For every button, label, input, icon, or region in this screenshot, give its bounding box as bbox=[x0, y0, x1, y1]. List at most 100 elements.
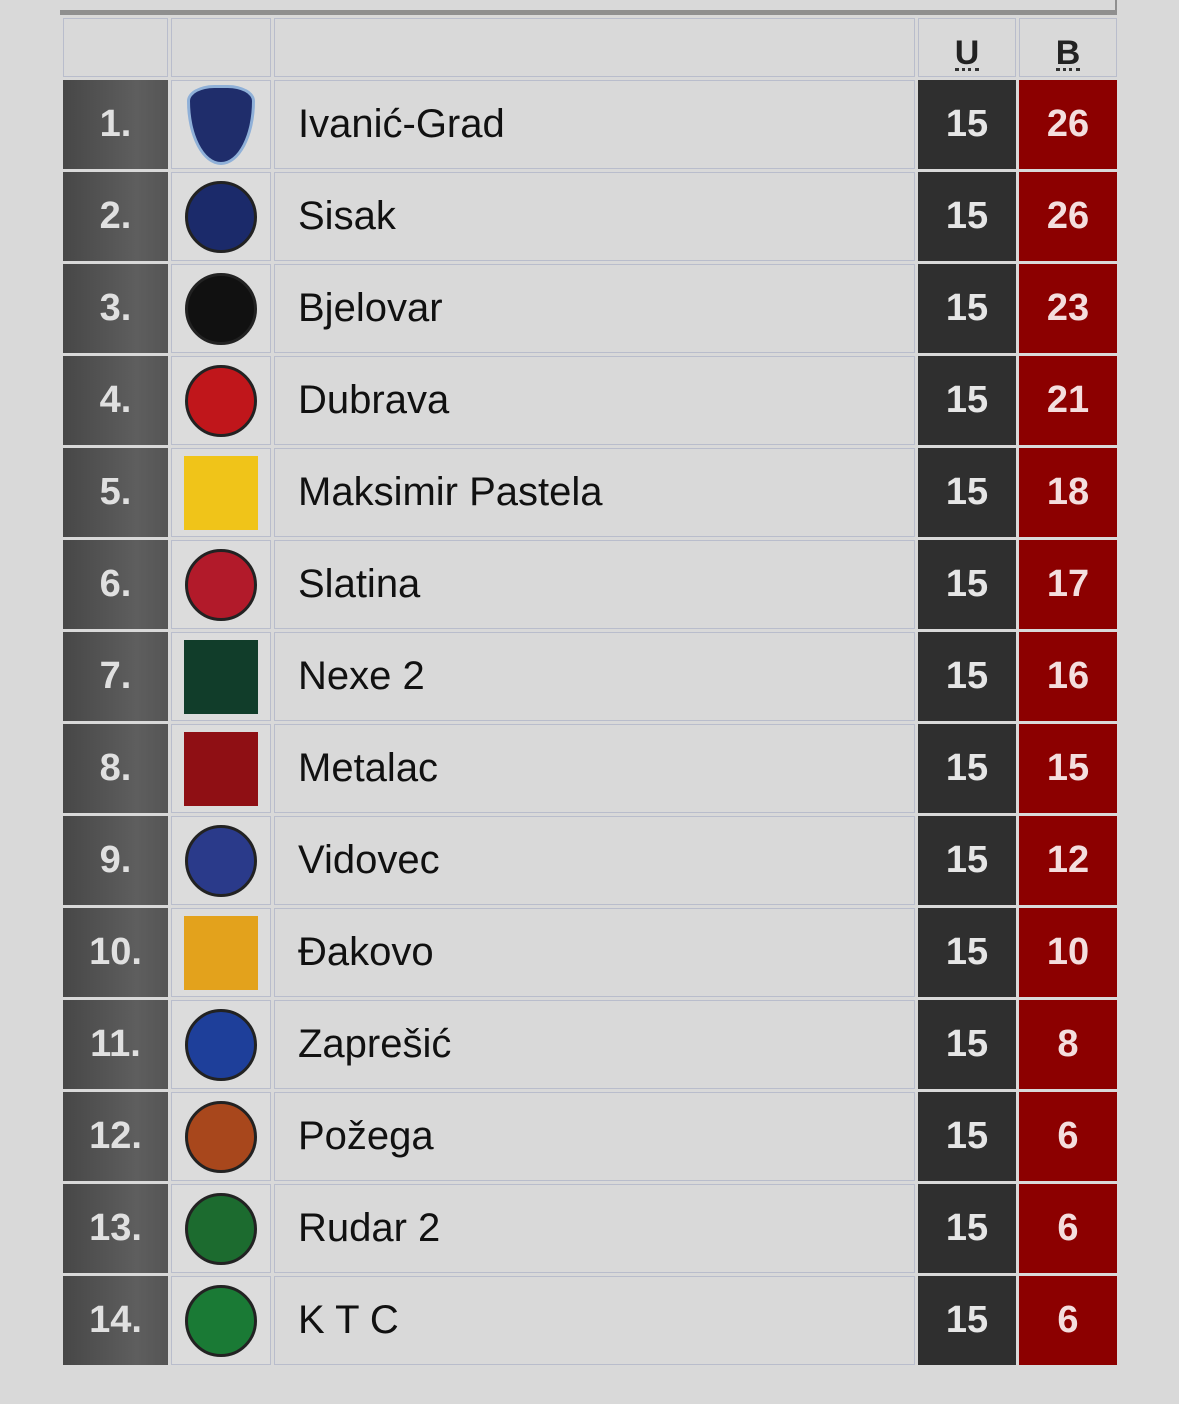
rank-cell: 3. bbox=[63, 264, 168, 353]
played-cell: 15 bbox=[918, 264, 1016, 353]
played-cell: 15 bbox=[918, 356, 1016, 445]
team-name[interactable]: Maksimir Pastela bbox=[274, 448, 915, 537]
rank-cell: 6. bbox=[63, 540, 168, 629]
points-cell: 16 bbox=[1019, 632, 1117, 721]
played-cell: 15 bbox=[918, 908, 1016, 997]
team-logo-cell bbox=[171, 540, 271, 629]
slatina-crest-icon bbox=[185, 548, 257, 621]
rank-cell: 5. bbox=[63, 448, 168, 537]
points-cell: 26 bbox=[1019, 172, 1117, 261]
team-name[interactable]: Sisak bbox=[274, 172, 915, 261]
team-name[interactable]: K T C bbox=[274, 1276, 915, 1365]
table-row[interactable]: 4. Dubrava 15 21 bbox=[63, 356, 1117, 445]
team-logo-cell bbox=[171, 1000, 271, 1089]
standings-table: U B 1. Ivanić-Grad 15 26 2. Sisak 15 26 3. Bjelov… bbox=[60, 15, 1120, 1368]
played-cell: 15 bbox=[918, 632, 1016, 721]
played-cell: 15 bbox=[918, 1092, 1016, 1181]
table-top-border bbox=[60, 10, 1117, 15]
team-name[interactable]: Ivanić-Grad bbox=[274, 80, 915, 169]
points-cell: 10 bbox=[1019, 908, 1117, 997]
pozega-crest-icon bbox=[185, 1100, 257, 1173]
table-row[interactable]: 8. Metalac 15 15 bbox=[63, 724, 1117, 813]
header-played[interactable]: U bbox=[918, 18, 1016, 77]
table-row[interactable]: 3. Bjelovar 15 23 bbox=[63, 264, 1117, 353]
header-team bbox=[274, 18, 915, 77]
rank-cell: 11. bbox=[63, 1000, 168, 1089]
rank-cell: 7. bbox=[63, 632, 168, 721]
team-name[interactable]: Metalac bbox=[274, 724, 915, 813]
team-name[interactable]: Dubrava bbox=[274, 356, 915, 445]
points-cell: 12 bbox=[1019, 816, 1117, 905]
table-row[interactable]: 2. Sisak 15 26 bbox=[63, 172, 1117, 261]
rank-cell: 2. bbox=[63, 172, 168, 261]
points-label[interactable]: B bbox=[1055, 34, 1081, 72]
points-cell: 17 bbox=[1019, 540, 1117, 629]
ivanic-grad-crest-icon bbox=[187, 84, 255, 165]
team-logo-cell bbox=[171, 1184, 271, 1273]
table-row[interactable]: 10. Đakovo 15 10 bbox=[63, 908, 1117, 997]
maksimir-pastela-crest-icon bbox=[184, 455, 258, 530]
team-name[interactable]: Vidovec bbox=[274, 816, 915, 905]
played-cell: 15 bbox=[918, 1276, 1016, 1365]
team-name[interactable]: Zaprešić bbox=[274, 1000, 915, 1089]
played-cell: 15 bbox=[918, 724, 1016, 813]
team-name[interactable]: Slatina bbox=[274, 540, 915, 629]
points-cell: 6 bbox=[1019, 1092, 1117, 1181]
played-cell: 15 bbox=[918, 1184, 1016, 1273]
team-name[interactable]: Rudar 2 bbox=[274, 1184, 915, 1273]
metalac-crest-icon bbox=[184, 731, 258, 806]
rank-cell: 1. bbox=[63, 80, 168, 169]
table-row[interactable]: 5. Maksimir Pastela 15 18 bbox=[63, 448, 1117, 537]
played-label[interactable]: U bbox=[954, 34, 980, 72]
team-logo-cell bbox=[171, 632, 271, 721]
rank-cell: 14. bbox=[63, 1276, 168, 1365]
ktc-crest-icon bbox=[185, 1284, 257, 1357]
header-row: U B bbox=[63, 18, 1117, 77]
bjelovar-crest-icon bbox=[185, 272, 257, 345]
team-name[interactable]: Nexe 2 bbox=[274, 632, 915, 721]
header-rank bbox=[63, 18, 168, 77]
team-logo-cell bbox=[171, 356, 271, 445]
played-cell: 15 bbox=[918, 80, 1016, 169]
points-cell: 15 bbox=[1019, 724, 1117, 813]
table-row[interactable]: 11. Zaprešić 15 8 bbox=[63, 1000, 1117, 1089]
team-logo-cell bbox=[171, 816, 271, 905]
team-name[interactable]: Požega bbox=[274, 1092, 915, 1181]
points-cell: 26 bbox=[1019, 80, 1117, 169]
points-cell: 23 bbox=[1019, 264, 1117, 353]
points-cell: 6 bbox=[1019, 1276, 1117, 1365]
djakovo-crest-icon bbox=[184, 915, 258, 990]
points-cell: 18 bbox=[1019, 448, 1117, 537]
played-cell: 15 bbox=[918, 816, 1016, 905]
header-logo bbox=[171, 18, 271, 77]
sisak-crest-icon bbox=[185, 180, 257, 253]
team-logo-cell bbox=[171, 724, 271, 813]
team-logo-cell bbox=[171, 264, 271, 353]
team-logo-cell bbox=[171, 1092, 271, 1181]
zapresic-crest-icon bbox=[185, 1008, 257, 1081]
dubrava-crest-icon bbox=[185, 364, 257, 437]
played-cell: 15 bbox=[918, 540, 1016, 629]
table-row[interactable]: 13. Rudar 2 15 6 bbox=[63, 1184, 1117, 1273]
played-cell: 15 bbox=[918, 172, 1016, 261]
table-row[interactable]: 14. K T C 15 6 bbox=[63, 1276, 1117, 1365]
team-name[interactable]: Bjelovar bbox=[274, 264, 915, 353]
points-cell: 8 bbox=[1019, 1000, 1117, 1089]
rank-cell: 9. bbox=[63, 816, 168, 905]
rank-cell: 10. bbox=[63, 908, 168, 997]
rudar-crest-icon bbox=[185, 1192, 257, 1265]
header-points[interactable]: B bbox=[1019, 18, 1117, 77]
table-row[interactable]: 1. Ivanić-Grad 15 26 bbox=[63, 80, 1117, 169]
team-logo-cell bbox=[171, 172, 271, 261]
table-row[interactable]: 6. Slatina 15 17 bbox=[63, 540, 1117, 629]
points-cell: 21 bbox=[1019, 356, 1117, 445]
team-logo-cell bbox=[171, 80, 271, 169]
table-row[interactable]: 12. Požega 15 6 bbox=[63, 1092, 1117, 1181]
table-row[interactable]: 7. Nexe 2 15 16 bbox=[63, 632, 1117, 721]
table-row[interactable]: 9. Vidovec 15 12 bbox=[63, 816, 1117, 905]
team-name[interactable]: Đakovo bbox=[274, 908, 915, 997]
vidovec-crest-icon bbox=[185, 824, 257, 897]
team-logo-cell bbox=[171, 908, 271, 997]
played-cell: 15 bbox=[918, 1000, 1016, 1089]
rank-cell: 4. bbox=[63, 356, 168, 445]
